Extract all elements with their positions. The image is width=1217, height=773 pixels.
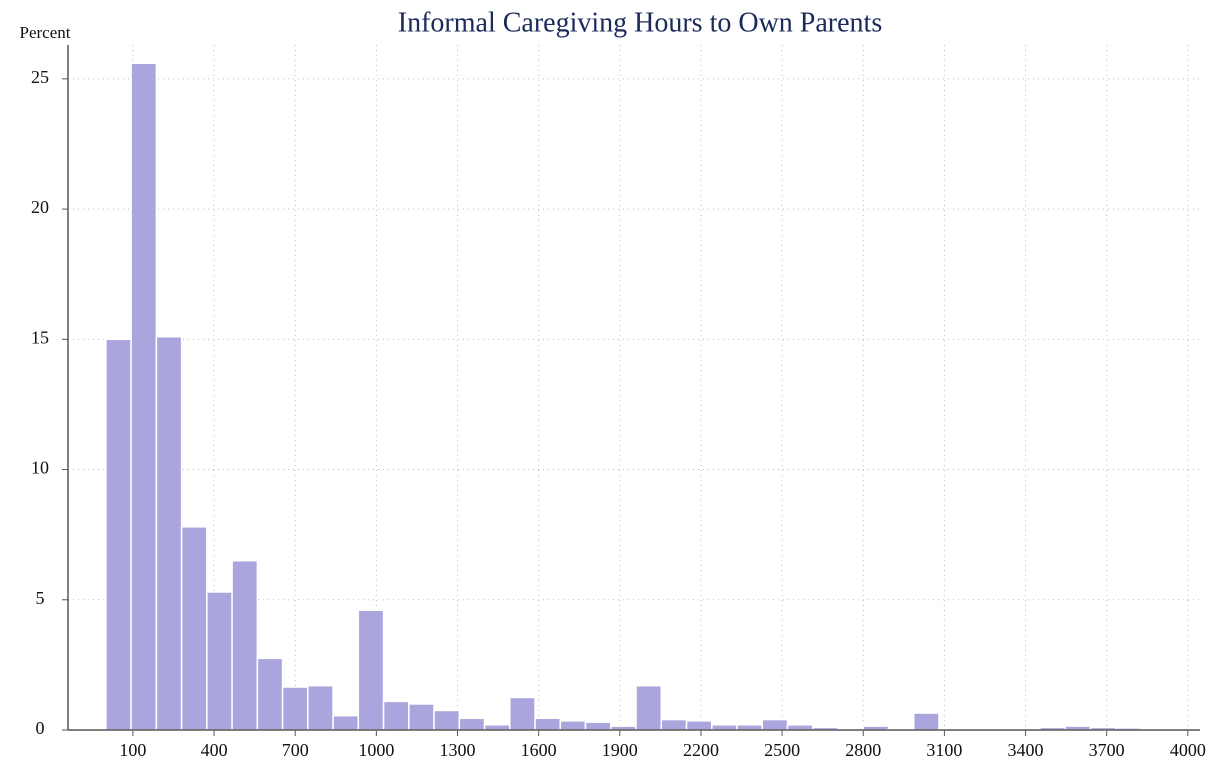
bar — [231, 559, 259, 731]
bar — [281, 686, 309, 731]
chart-title: Informal Caregiving Hours to Own Parents — [398, 7, 882, 38]
bar — [307, 684, 334, 731]
y-tick-label: 10 — [31, 458, 49, 478]
bar — [584, 721, 612, 731]
x-tick-label: 3700 — [1089, 740, 1125, 760]
x-tick-label: 1000 — [358, 740, 394, 760]
y-tick-label: 5 — [36, 588, 45, 608]
bar — [711, 724, 738, 731]
x-tick-label: 4000 — [1170, 740, 1206, 760]
bar — [433, 709, 461, 731]
x-tick-label: 3100 — [926, 740, 962, 760]
x-tick-label: 1900 — [602, 740, 638, 760]
x-tick-label: 700 — [282, 740, 309, 760]
bar — [509, 696, 536, 731]
bar — [206, 591, 233, 731]
bar — [332, 714, 360, 731]
x-tick-label: 2200 — [683, 740, 719, 760]
x-tick-label: 1300 — [440, 740, 476, 760]
x-tick-label: 1600 — [521, 740, 557, 760]
bar — [155, 335, 183, 731]
bar — [382, 700, 410, 731]
bar — [685, 720, 713, 731]
bar — [912, 712, 940, 731]
y-axis-label: Percent — [20, 23, 71, 42]
bar — [761, 718, 789, 731]
bar — [736, 724, 764, 731]
bar — [105, 338, 132, 731]
x-tick-label: 400 — [201, 740, 228, 760]
bar — [635, 684, 663, 731]
x-tick-label: 100 — [119, 740, 146, 760]
bar — [357, 609, 385, 731]
y-tick-label: 25 — [31, 67, 49, 87]
bar — [256, 657, 284, 731]
y-tick-label: 15 — [31, 327, 49, 347]
x-tick-label: 2500 — [764, 740, 800, 760]
bar — [408, 703, 435, 731]
bar — [483, 724, 511, 731]
bar — [559, 720, 587, 731]
y-tick-label: 20 — [31, 197, 49, 217]
bar — [660, 718, 688, 731]
bar — [180, 526, 208, 731]
x-tick-label: 3400 — [1008, 740, 1044, 760]
bar — [458, 717, 486, 731]
bar — [130, 62, 158, 731]
y-tick-label: 0 — [36, 718, 45, 738]
bar — [786, 724, 814, 731]
bar — [534, 717, 562, 731]
x-tick-label: 2800 — [845, 740, 881, 760]
